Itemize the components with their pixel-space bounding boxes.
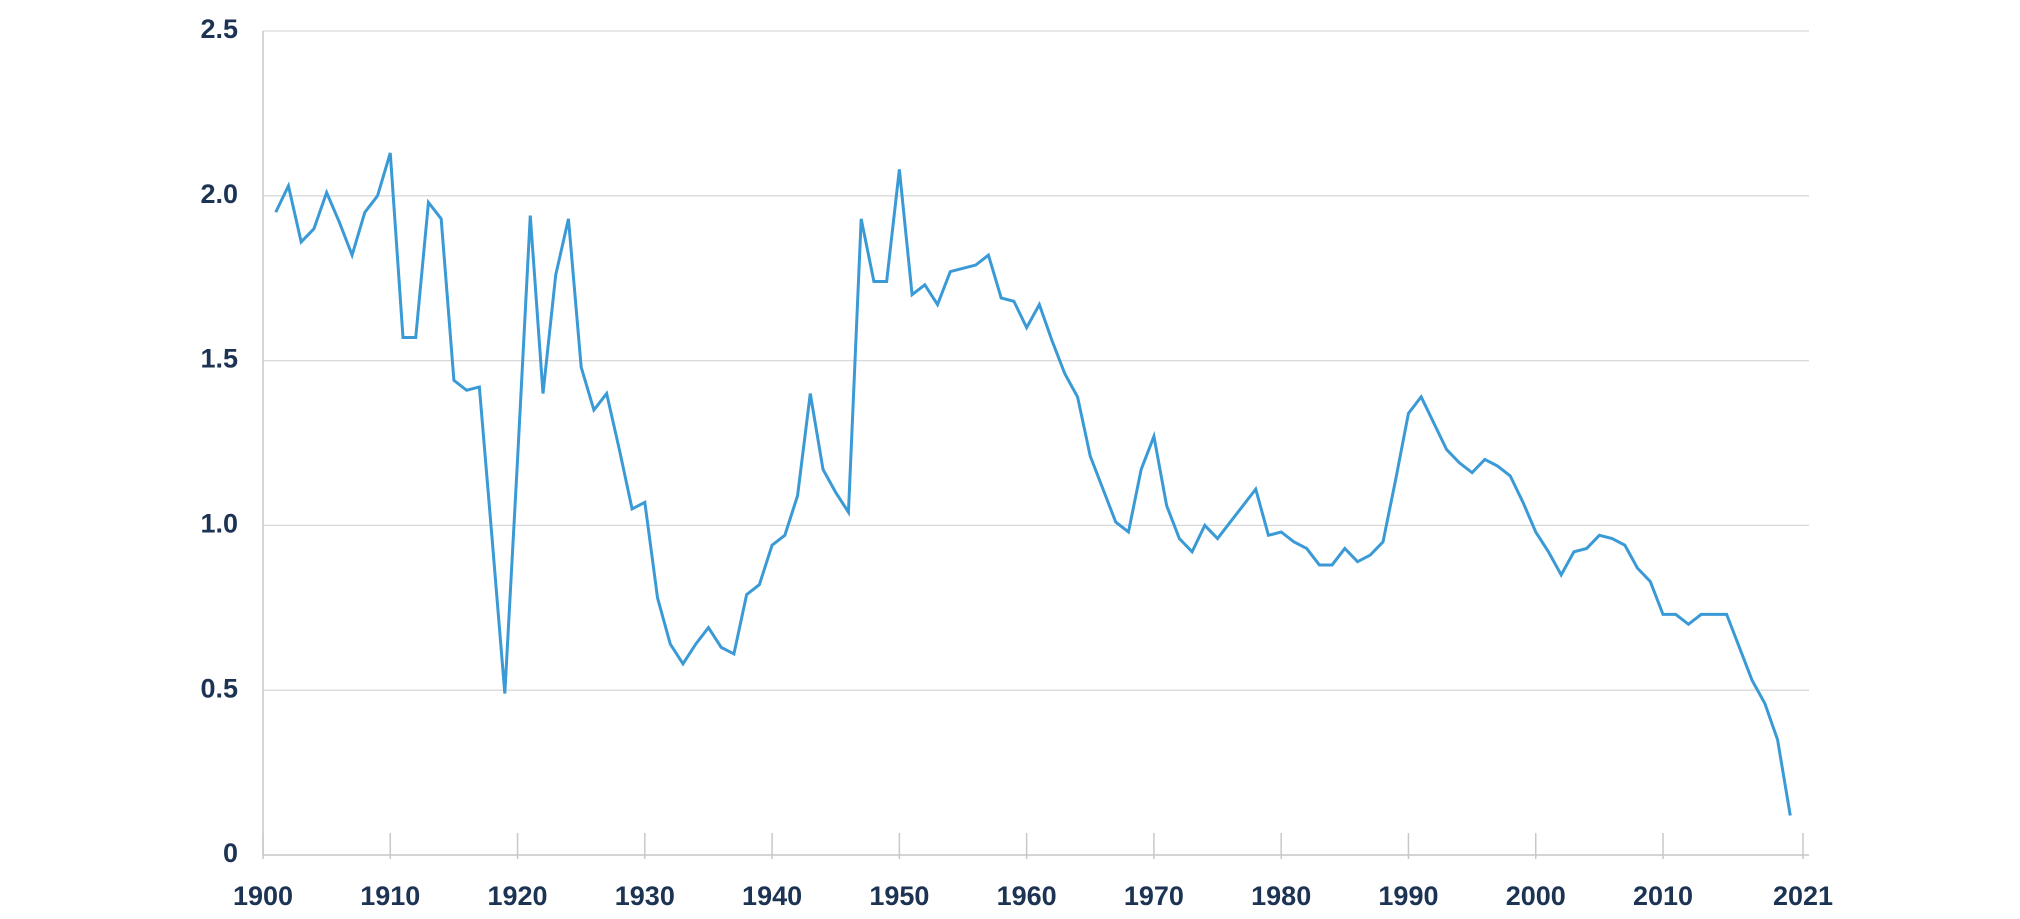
x-tick-label: 1900 (233, 881, 293, 911)
x-tick-label: 1970 (1124, 881, 1184, 911)
x-tick-label: 2000 (1506, 881, 1566, 911)
x-tick-label: 1950 (869, 881, 929, 911)
x-tick-label: 1960 (997, 881, 1057, 911)
y-tick-label: 0 (223, 838, 238, 868)
x-tick-label: 2010 (1633, 881, 1693, 911)
x-tick-label: 1980 (1251, 881, 1311, 911)
x-tick-label: 1920 (488, 881, 548, 911)
x-tick-label: 1990 (1378, 881, 1438, 911)
x-tick-label: 1910 (360, 881, 420, 911)
y-tick-label: 1.5 (200, 344, 238, 374)
x-tick-label: 1930 (615, 881, 675, 911)
y-tick-label: 0.5 (200, 673, 238, 703)
y-tick-label: 2.0 (200, 179, 238, 209)
data-line (274, 152, 1792, 816)
y-tick-label: 2.5 (200, 14, 238, 44)
y-tick-label: 1.0 (200, 509, 238, 539)
x-tick-label: 1940 (742, 881, 802, 911)
x-tick-label: 2021 (1773, 881, 1833, 911)
